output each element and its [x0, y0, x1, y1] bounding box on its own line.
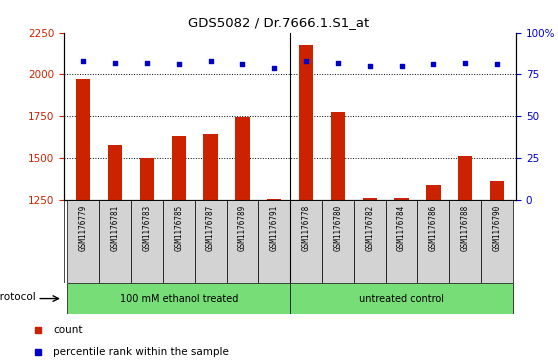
Point [334, 60, 343, 66]
Point [461, 60, 470, 66]
Bar [386, 200, 417, 283]
Bar [140, 158, 154, 200]
Text: GSM1176787: GSM1176787 [206, 205, 215, 251]
Bar [363, 198, 377, 200]
Point [302, 58, 311, 64]
Text: GSM1176778: GSM1176778 [301, 205, 311, 251]
Point [79, 58, 88, 64]
Text: 100 mM ethanol treated: 100 mM ethanol treated [119, 294, 238, 303]
Bar [227, 200, 258, 283]
Point [174, 61, 183, 67]
Bar [195, 200, 227, 283]
Text: GSM1176789: GSM1176789 [238, 205, 247, 251]
Text: untreated control: untreated control [359, 294, 444, 303]
Point [142, 60, 151, 66]
Bar [322, 200, 354, 283]
Bar [449, 200, 481, 283]
Text: GSM1176791: GSM1176791 [270, 205, 279, 251]
Bar [417, 200, 449, 283]
Point [429, 61, 438, 67]
Text: GSM1176782: GSM1176782 [365, 205, 374, 251]
Bar [331, 112, 345, 200]
Point [365, 63, 374, 69]
Point [270, 65, 278, 71]
Text: GSM1176783: GSM1176783 [142, 205, 151, 251]
Bar [99, 200, 131, 283]
Bar [235, 117, 249, 200]
Bar [290, 283, 513, 314]
Bar [258, 200, 290, 283]
Point [110, 60, 119, 66]
Text: GSM1176784: GSM1176784 [397, 205, 406, 251]
Bar [354, 200, 386, 283]
Bar [426, 185, 441, 200]
Bar [299, 45, 313, 200]
Text: GSM1176788: GSM1176788 [461, 205, 470, 251]
Bar [490, 181, 504, 200]
Text: percentile rank within the sample: percentile rank within the sample [53, 347, 229, 357]
Point [206, 58, 215, 64]
Bar [68, 200, 99, 283]
Text: GSM1176786: GSM1176786 [429, 205, 438, 251]
Text: GSM1176779: GSM1176779 [79, 205, 88, 251]
Point [397, 63, 406, 69]
Bar [68, 283, 290, 314]
Bar [108, 144, 122, 200]
Text: count: count [53, 325, 83, 335]
Text: GSM1176780: GSM1176780 [333, 205, 343, 251]
Text: GSM1176781: GSM1176781 [110, 205, 119, 251]
Bar [76, 79, 90, 200]
Text: GSM1176785: GSM1176785 [174, 205, 183, 251]
Bar [458, 156, 473, 200]
Bar [290, 200, 322, 283]
Bar [131, 200, 163, 283]
Bar [395, 198, 408, 200]
Text: protocol: protocol [0, 292, 35, 302]
Bar [204, 134, 218, 200]
Bar [481, 200, 513, 283]
Bar [163, 200, 195, 283]
Bar [172, 136, 186, 200]
Point [493, 61, 502, 67]
Text: GSM1176790: GSM1176790 [493, 205, 502, 251]
Text: GDS5082 / Dr.7666.1.S1_at: GDS5082 / Dr.7666.1.S1_at [189, 16, 369, 29]
Point [238, 61, 247, 67]
